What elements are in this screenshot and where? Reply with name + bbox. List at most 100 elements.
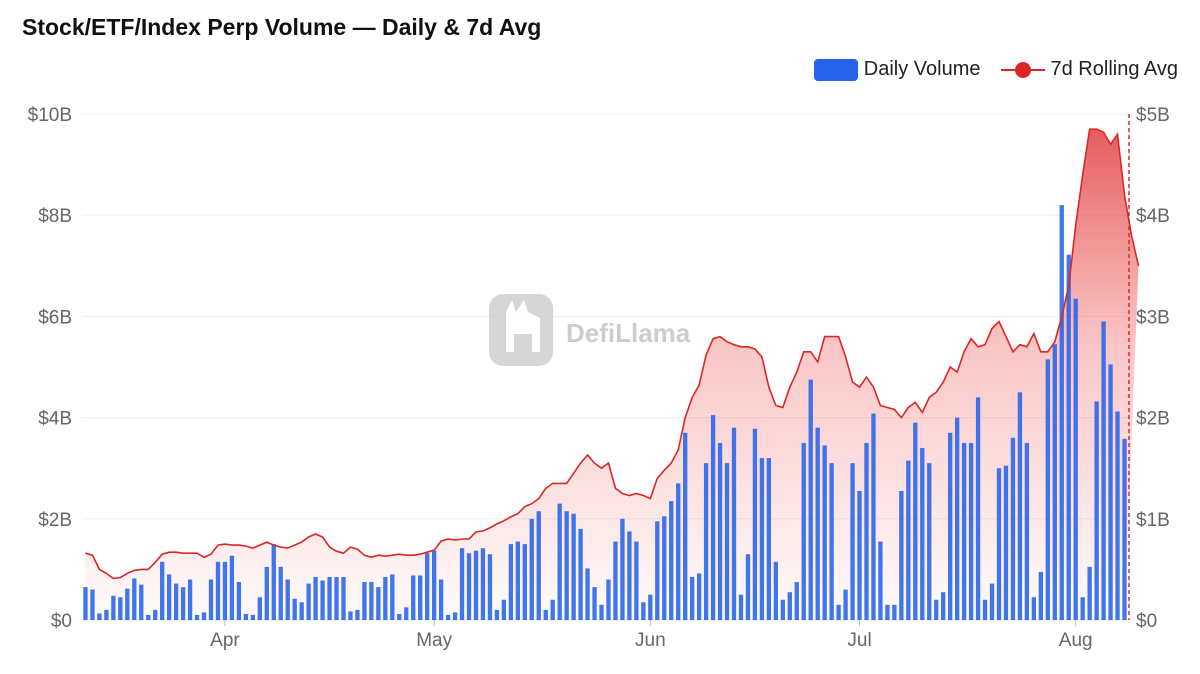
daily-volume-bar bbox=[592, 587, 597, 620]
daily-volume-bar bbox=[954, 417, 960, 620]
x-axis-tick-label: Jul bbox=[847, 630, 871, 651]
daily-volume-bar bbox=[571, 513, 576, 620]
daily-volume-bar bbox=[717, 442, 723, 620]
daily-volume-bar bbox=[536, 511, 541, 620]
daily-volume-bar bbox=[285, 579, 290, 620]
daily-volume-bar bbox=[557, 503, 562, 620]
daily-volume-bar bbox=[961, 442, 967, 620]
daily-volume-bar bbox=[599, 604, 604, 620]
daily-volume-bar bbox=[487, 554, 493, 620]
daily-volume-bar bbox=[1122, 438, 1127, 620]
daily-volume-bar bbox=[864, 442, 869, 620]
daily-volume-bar bbox=[731, 427, 737, 620]
x-axis-tick-label: Aug bbox=[1059, 630, 1093, 651]
daily-volume-bar bbox=[355, 609, 360, 620]
daily-volume-bar bbox=[815, 427, 820, 620]
rolling-avg-line bbox=[85, 128, 1140, 580]
daily-volume-bar bbox=[996, 468, 1002, 620]
daily-volume-bar bbox=[313, 576, 318, 620]
daily-volume-bar bbox=[878, 541, 883, 620]
daily-volume-bar bbox=[1073, 298, 1078, 620]
daily-volume-bar bbox=[1101, 321, 1106, 620]
daily-volume-bar bbox=[738, 594, 744, 620]
daily-volume-bar bbox=[292, 598, 297, 620]
y-left-tick-label: $8B bbox=[38, 206, 72, 227]
daily-volume-bar bbox=[920, 447, 925, 620]
daily-volume-bar bbox=[696, 573, 702, 620]
daily-volume-bar bbox=[543, 609, 548, 620]
daily-volume-bar bbox=[627, 531, 632, 620]
legend-item-daily-volume[interactable]: Daily Volume bbox=[813, 58, 981, 81]
y-right-tick-label: $4B bbox=[1136, 206, 1170, 227]
daily-volume-bar bbox=[606, 579, 611, 620]
y-right-tick-label: $2B bbox=[1136, 409, 1170, 430]
y-left-tick-label: $2B bbox=[38, 510, 72, 531]
x-axis: Apr May Jun Jul Aug bbox=[210, 620, 1093, 651]
daily-volume-bar bbox=[550, 599, 555, 620]
daily-volume-bar bbox=[118, 597, 123, 620]
daily-volume-bar bbox=[480, 548, 486, 620]
daily-volume-bar bbox=[299, 602, 304, 620]
daily-volume-bar bbox=[899, 490, 904, 620]
daily-volume-bar bbox=[362, 582, 367, 620]
daily-volume-bar bbox=[348, 611, 353, 620]
daily-volume-bar bbox=[404, 607, 409, 620]
daily-volume-bar bbox=[90, 589, 95, 620]
legend-item-rolling-avg[interactable]: 7d Rolling Avg bbox=[1000, 58, 1179, 81]
llama-silhouette-icon bbox=[506, 300, 540, 352]
daily-volume-bar bbox=[466, 553, 472, 620]
daily-volume-bar bbox=[320, 580, 325, 620]
daily-volume-bar bbox=[425, 553, 430, 620]
daily-volume-bar bbox=[257, 597, 262, 620]
daily-volume-bar bbox=[160, 561, 165, 620]
daily-volume-bar bbox=[662, 516, 667, 620]
daily-volume-bar bbox=[885, 604, 890, 620]
daily-volume-bar bbox=[759, 458, 765, 620]
daily-volume-bar bbox=[906, 460, 911, 620]
daily-volume-bar bbox=[271, 544, 276, 620]
daily-volume-bar bbox=[438, 579, 444, 620]
daily-volume-bar bbox=[1052, 344, 1057, 620]
daily-volume-bar bbox=[369, 582, 374, 620]
daily-volume-bar bbox=[941, 592, 946, 620]
daily-volume-bar bbox=[173, 583, 179, 620]
daily-volume-bar bbox=[773, 561, 778, 620]
daily-volume-bar bbox=[829, 463, 834, 620]
daily-volume-bar bbox=[1108, 364, 1113, 620]
daily-volume-bar bbox=[383, 576, 388, 620]
x-axis-tick-label: May bbox=[416, 630, 452, 651]
daily-volume-bar bbox=[892, 604, 897, 620]
daily-volume-bar bbox=[1024, 442, 1030, 620]
daily-volume-bar bbox=[522, 544, 527, 620]
x-axis-tick-label: Apr bbox=[210, 630, 240, 651]
x-axis-tick-label: Jun bbox=[635, 630, 666, 651]
daily-volume-bar bbox=[341, 576, 346, 620]
legend-label-daily-volume: Daily Volume bbox=[863, 58, 981, 80]
daily-volume-bar bbox=[167, 574, 172, 620]
daily-volume-bar bbox=[390, 574, 395, 620]
chart-legend: Daily Volume 7d Rolling Avg bbox=[794, 58, 1178, 81]
daily-volume-bar bbox=[473, 550, 479, 620]
daily-volume-bar bbox=[222, 561, 228, 620]
daily-volume-bar bbox=[578, 528, 583, 620]
legend-label-rolling-avg: 7d Rolling Avg bbox=[1050, 58, 1179, 80]
daily-volume-bar bbox=[836, 604, 841, 620]
y-right-tick-label: $1B bbox=[1136, 510, 1170, 531]
daily-volume-bar bbox=[1115, 411, 1120, 620]
daily-volume-bar bbox=[243, 613, 249, 620]
y-left-tick-label: $0 bbox=[51, 611, 72, 632]
y-right-tick-label: $3B bbox=[1136, 307, 1170, 328]
daily-volume-bar bbox=[334, 576, 339, 620]
daily-volume-bar bbox=[1087, 566, 1092, 620]
daily-volume-bar bbox=[1010, 437, 1016, 620]
y-right-tick-label: $0 bbox=[1136, 611, 1157, 632]
daily-volume-bar bbox=[1038, 571, 1043, 620]
daily-volume-bar bbox=[264, 566, 269, 620]
daily-volume-bar bbox=[1094, 401, 1099, 620]
daily-volume-bar bbox=[975, 397, 981, 620]
daily-volume-bar bbox=[208, 579, 214, 620]
daily-volume-bar bbox=[229, 555, 235, 620]
daily-volume-bar bbox=[710, 415, 716, 620]
daily-volume-bar bbox=[236, 582, 242, 620]
daily-volume-bar bbox=[613, 541, 618, 620]
